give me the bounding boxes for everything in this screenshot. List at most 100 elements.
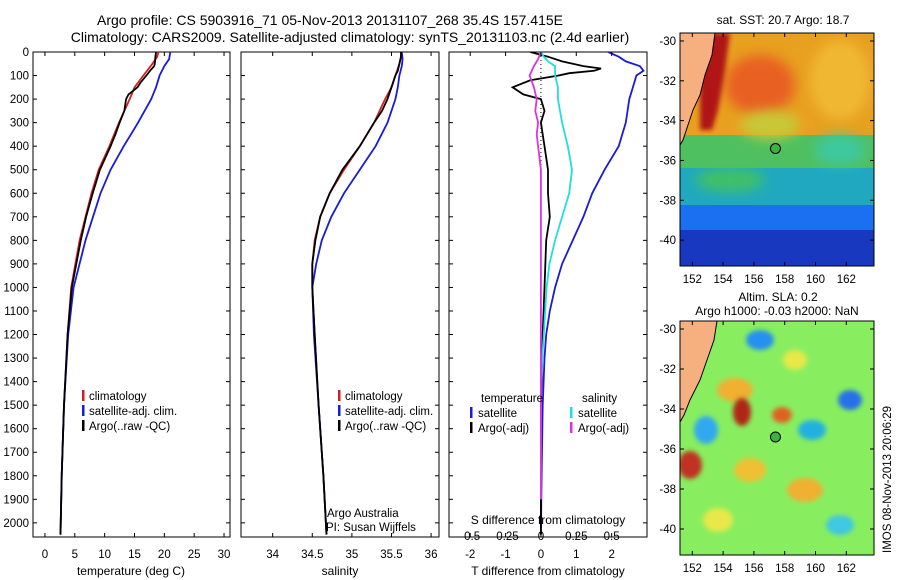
sst-map	[680, 33, 874, 266]
map-lon-label: 158	[775, 274, 794, 286]
s-tick-label: 0	[538, 531, 544, 543]
map-lon-label: 152	[683, 274, 702, 286]
legend-heading-temperature: temperature	[481, 393, 543, 405]
sla-red-blob-2	[772, 407, 792, 423]
depth-tick-label: 500	[10, 165, 29, 177]
map-lon-label: 154	[714, 563, 734, 575]
depth-tick-label: 1600	[3, 424, 29, 436]
depth-tick-label: 300	[10, 118, 29, 130]
temperature-lines	[59, 52, 172, 535]
map-lon-label: 160	[806, 274, 825, 286]
depth-tick-label: 1800	[3, 471, 29, 483]
sla-map-axes: 152 154 156 158 160 162 -30 -32 -34 -36 -38 -40	[659, 321, 874, 575]
difference-plot-frame	[448, 51, 648, 538]
s-tick-label: 0.5	[604, 531, 620, 543]
legend-label: climatology	[89, 391, 147, 403]
depth-tick-label: 600	[10, 188, 29, 200]
sst-eddy-patch	[740, 111, 800, 139]
map-lat-label: -34	[659, 116, 676, 128]
series-line-satellite-adj-clim-	[311, 52, 404, 535]
sla-orange-blob-2	[787, 478, 823, 502]
map-lon-label: 156	[744, 274, 763, 286]
sla-map-title: Altim. SLA: 0.2	[738, 290, 818, 304]
x-tick-label: 20	[158, 549, 171, 561]
map-lat-label: -34	[659, 404, 676, 416]
depth-tick-label: 1000	[3, 282, 29, 294]
depth-axis: 0 100 200 300 400 500 600 700 800 900 1000 1100 1200…	[3, 47, 647, 530]
difference-legend: temperature salinity satellite Argo(-adj) sa…	[470, 393, 629, 435]
difference-x-axis: -2 -1 0 1 2 -0.5 -0.25 0 0.25 0.5	[460, 52, 620, 561]
map-lat-label: -30	[659, 36, 676, 48]
map-lat-label: -36	[659, 155, 676, 167]
series-line-climatology	[311, 52, 402, 535]
depth-tick-label: 1400	[3, 377, 29, 389]
legend-label: Argo(-adj)	[578, 423, 629, 435]
sst-map-title: sat. SST: 20.7 Argo: 18.7	[717, 13, 850, 27]
depth-tick-label: 100	[10, 71, 29, 83]
series-line-satellite-adj-clim-	[59, 52, 172, 535]
sla-map-frame	[679, 320, 875, 556]
legend-swatch	[338, 420, 341, 431]
sst-hot-patch	[725, 55, 795, 115]
legend-label: satellite	[478, 408, 517, 420]
map-lat-label: -40	[659, 524, 676, 536]
sst-map-axes: 152 154 156 158 160 162 -30 -32 -34 -36 -38 -40	[659, 33, 874, 286]
header-line2: Climatology: CARS2009. Satellite-adjuste…	[71, 29, 629, 45]
series-line-temperature-satellite	[540, 52, 645, 535]
salinity-lines	[311, 52, 404, 535]
depth-tick-label: 1100	[4, 306, 29, 318]
depth-tick-label: 1700	[3, 447, 29, 459]
map-lat-label: -36	[659, 444, 676, 456]
x-tick-label: 30	[218, 549, 231, 561]
x-tick-label: 2	[608, 549, 614, 561]
map-lon-label: 162	[837, 274, 856, 286]
legend-label: satellite-adj. clim.	[89, 406, 177, 418]
sst-argo-marker	[769, 143, 781, 155]
map-lat-label: -32	[659, 364, 676, 376]
map-lon-label: 158	[775, 563, 794, 575]
legend-heading-salinity: salinity	[582, 393, 617, 405]
sst-deep-blue-band	[680, 230, 874, 266]
series-line-salinity-satellite	[540, 52, 573, 500]
temperature-plot-frame	[32, 51, 231, 538]
x-tick-label: 35	[345, 549, 358, 561]
sst-land	[680, 33, 716, 146]
x-tick-label: 1	[573, 549, 579, 561]
imos-stamp: IMOS 08-Nov-2013 20:06:29	[882, 406, 894, 553]
depth-tick-label: 700	[10, 212, 29, 224]
x-tick-label: 35.5	[380, 549, 402, 561]
sla-red-core-1	[733, 398, 751, 426]
depth-tick-label: 1900	[3, 494, 29, 506]
difference-s-label: S difference from climatology	[471, 513, 626, 527]
legend-label: satellite-adj. clim.	[345, 406, 433, 418]
legend-label: Argo(..raw -QC)	[89, 421, 170, 433]
sla-yellow-blob-1	[783, 350, 807, 370]
sla-yellow-blob-3	[703, 508, 733, 532]
series-line-temperature-argo-adj-	[510, 52, 602, 535]
sla-land	[680, 321, 718, 424]
x-tick-label: 36	[425, 549, 438, 561]
s-tick-label: 0.25	[565, 531, 587, 543]
credit-line2: PI: Susan Wijffels	[326, 522, 416, 534]
sla-argo-marker	[769, 431, 781, 443]
depth-tick-label: 900	[10, 259, 29, 271]
sla-yellow-blob-2	[734, 458, 766, 482]
map-lon-label: 156	[744, 563, 763, 575]
depth-tick-label: 200	[10, 94, 29, 106]
temperature-xlabel: temperature (deg C)	[77, 564, 185, 578]
sla-red-blob-3	[680, 451, 702, 479]
map-lat-label: -30	[659, 324, 676, 336]
legend-swatch	[338, 405, 341, 416]
x-tick-label: -1	[500, 549, 510, 561]
sst-map-frame	[679, 32, 875, 267]
depth-tick-label: 2000	[3, 518, 29, 530]
series-line-argo-raw-qc-	[311, 52, 402, 535]
map-lat-label: -38	[659, 484, 676, 496]
temperature-x-axis: 0 5 10 15 20 25 30	[42, 52, 231, 561]
sla-blue-blob-3	[798, 420, 826, 440]
depth-tick-label: 400	[10, 141, 29, 153]
salinity-legend: climatology satellite-adj. clim. Argo(..ra…	[338, 390, 433, 433]
x-tick-label: 25	[188, 549, 201, 561]
difference-t-label: T difference from climatology	[471, 564, 625, 578]
depth-tick-label: 0	[23, 47, 29, 59]
